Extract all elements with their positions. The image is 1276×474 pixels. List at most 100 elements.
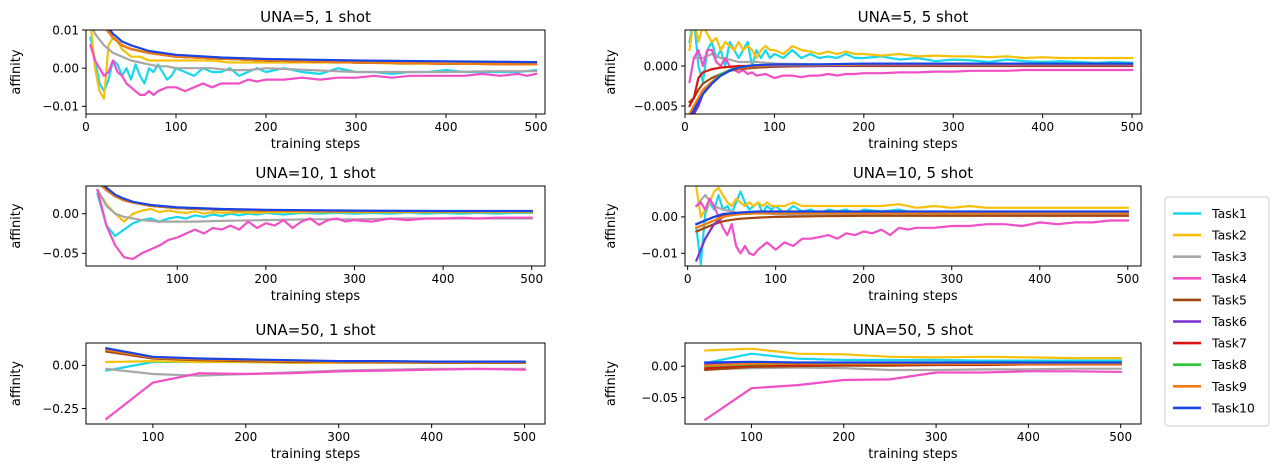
x-tick-label: 0 (681, 120, 689, 134)
legend-label: Task3 (1211, 249, 1247, 264)
y-tick-label: −0.05 (641, 391, 678, 405)
legend: Task1 Task2 Task3 Task4 Task5 Task6 Task7 Task8… (1164, 196, 1270, 427)
legend-label: Task1 (1211, 206, 1247, 221)
legend-frame (1164, 196, 1270, 427)
x-tick-label: 500 (1116, 272, 1139, 286)
x-axis-label: training steps (868, 137, 958, 152)
series-line-task10 (105, 346, 526, 363)
x-axis-label: training steps (271, 137, 361, 152)
y-tick-label: −0.005 (634, 99, 678, 113)
series-line-task1 (704, 352, 1122, 365)
x-axis-label: training steps (271, 447, 361, 462)
x-tick-label: 200 (832, 430, 855, 444)
series-line-task9 (704, 362, 1122, 367)
x-tick-label: 300 (925, 430, 948, 444)
chart-title: UNA=50, 1 shot (255, 321, 375, 339)
y-axis-label: affinity (604, 49, 619, 94)
y-tick-label: 0.000 (644, 59, 678, 73)
x-axis-label: training steps (868, 447, 958, 462)
x-tick-label: 0 (684, 272, 692, 286)
legend-label: Task6 (1211, 314, 1247, 329)
y-axis-label: affinity (9, 361, 24, 406)
legend-label: Task9 (1211, 379, 1247, 394)
x-tick-label: 500 (525, 120, 548, 134)
x-tick-label: 300 (940, 272, 963, 286)
series-group (703, 347, 1122, 422)
y-tick-label: 0.00 (52, 61, 79, 75)
x-tick-label: 400 (1028, 272, 1051, 286)
x-tick-label: 300 (345, 120, 368, 134)
legend-label: Task8 (1211, 357, 1247, 372)
x-axis-label: training steps (868, 289, 958, 304)
axes-frame (684, 342, 1142, 425)
y-tick-label: 0.01 (52, 23, 79, 37)
y-tick-label: 0.00 (52, 207, 79, 221)
legend-entry: Task7 (1173, 336, 1247, 351)
series-line-task4 (104, 367, 526, 421)
x-tick-label: 400 (420, 430, 443, 444)
x-tick-label: 400 (1031, 120, 1054, 134)
chart-panels: 0 100 200 300 400 500 −0.01 0.00 0.01 UNA=5, 1 sh… (9, 8, 1144, 462)
axes-frame (684, 185, 1142, 267)
series-line-task2 (688, 30, 1134, 60)
legend-entry: Task8 (1173, 357, 1247, 372)
chart-title: UNA=10, 1 shot (255, 164, 375, 182)
x-tick-label: 400 (1017, 430, 1040, 444)
legend-entry: Task6 (1173, 314, 1247, 329)
chart-panel-1: 0 100 200 300 400 500 −0.01 0.00 0.01 UNA=5, 1 sh… (9, 8, 548, 152)
series-group (694, 186, 1129, 266)
x-tick-label: 200 (255, 120, 278, 134)
series-line-task9 (694, 212, 1129, 230)
series-line-task4 (688, 48, 1134, 84)
series-line-task3 (704, 366, 1122, 372)
chart-panel-3: 100 200 300 400 500 −0.05 0.00 UNA=10, 1 shot tr… (9, 164, 546, 304)
x-tick-label: 500 (520, 272, 543, 286)
legend-entry: Task10 (1173, 400, 1255, 415)
chart-panel-2: 0 100 200 300 400 500 −0.005 0.000 UNA=5, 5 shot… (604, 8, 1144, 152)
y-tick-label: −0.01 (641, 247, 678, 261)
x-tick-label: 200 (234, 430, 257, 444)
x-tick-label: 0 (82, 120, 90, 134)
x-tick-label: 500 (1121, 120, 1144, 134)
legend-label: Task10 (1211, 400, 1255, 415)
legend-entry: Task4 (1173, 271, 1247, 286)
y-tick-label: −0.25 (42, 402, 79, 416)
x-tick-label: 300 (327, 430, 350, 444)
series-line-task6 (694, 212, 1129, 262)
legend-entry: Task3 (1173, 249, 1247, 264)
series-line-task9 (105, 30, 538, 66)
series-line-task10 (704, 360, 1122, 364)
x-tick-label: 200 (852, 272, 875, 286)
x-tick-label: 300 (343, 272, 366, 286)
y-tick-label: 0.00 (651, 360, 678, 374)
series-line-task3 (92, 30, 538, 74)
axes-frame (85, 29, 546, 115)
series-line-task5 (694, 214, 1129, 233)
x-tick-label: 300 (942, 120, 965, 134)
series-line-task3 (96, 188, 533, 223)
legend-entry: Task5 (1173, 292, 1247, 307)
series-group (89, 30, 538, 100)
legend-label: Task2 (1211, 228, 1247, 243)
chart-panel-6: 100 200 300 400 500 −0.05 0.00 UNA=50, 5 shot tr… (604, 321, 1142, 462)
series-line-task10 (108, 30, 538, 64)
x-tick-label: 200 (852, 120, 875, 134)
y-tick-label: 0.00 (651, 210, 678, 224)
series-line-task10 (103, 186, 533, 213)
x-axis-label: training steps (271, 289, 361, 304)
chart-title: UNA=10, 5 shot (853, 164, 973, 182)
chart-title: UNA=5, 1 shot (260, 8, 371, 26)
series-line-task4 (89, 43, 538, 96)
chart-title: UNA=50, 5 shot (853, 321, 973, 339)
x-tick-label: 100 (141, 430, 164, 444)
legend-label: Task5 (1211, 292, 1247, 307)
x-tick-label: 100 (763, 120, 786, 134)
axes-frame (684, 29, 1142, 115)
series-group (104, 346, 526, 421)
series-line-task1 (96, 192, 533, 237)
series-line-task2 (695, 186, 1129, 218)
series-group (95, 186, 533, 260)
x-tick-label: 400 (432, 272, 455, 286)
y-axis-label: affinity (604, 361, 619, 406)
series-line-task4 (694, 197, 1129, 257)
